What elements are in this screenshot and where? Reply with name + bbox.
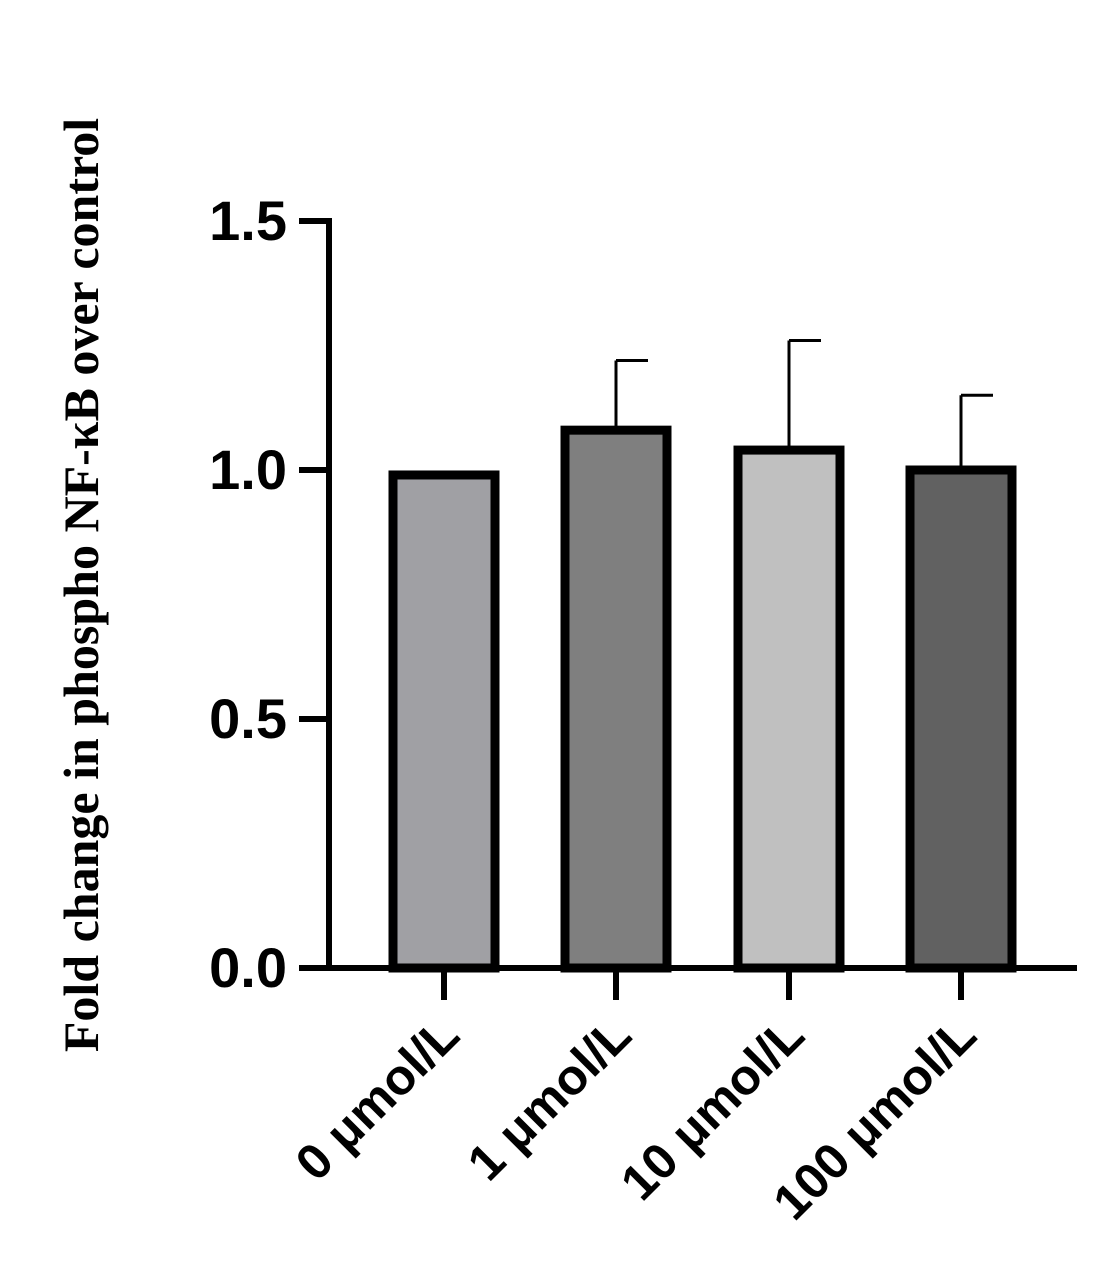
bar — [733, 445, 845, 973]
bar — [560, 425, 672, 973]
bars — [388, 339, 1017, 973]
x-category-label: 0 μmol/L — [285, 1006, 470, 1191]
y-tick-label: 0.0 — [209, 936, 287, 999]
x-category-label: 1 μmol/L — [457, 1006, 642, 1191]
y-tick-label: 1.0 — [209, 438, 287, 501]
y-tick-label: 0.5 — [209, 687, 287, 750]
y-axis-title-group: Fold change in phospho NF-κB over contro… — [53, 118, 109, 1052]
y-axis-title: Fold change in phospho NF-κB over contro… — [53, 118, 109, 1052]
bar — [905, 465, 1017, 973]
y-tick-label: 1.5 — [209, 189, 287, 252]
bar — [388, 470, 500, 973]
y-axis: 0.0 0.5 1.0 1.5 — [209, 189, 332, 999]
